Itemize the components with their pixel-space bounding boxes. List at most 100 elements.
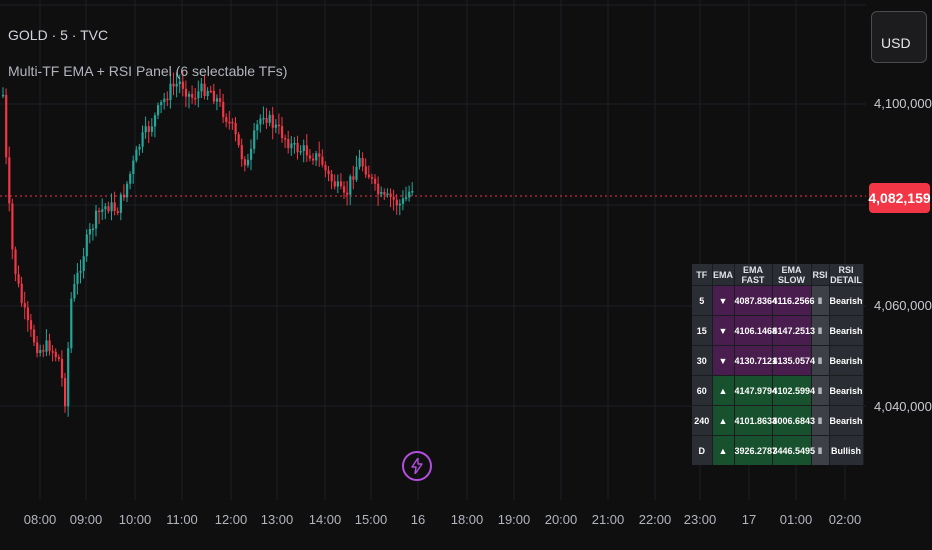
candle-body	[231, 121, 234, 124]
candle-body	[287, 138, 290, 149]
candle-body	[147, 126, 150, 132]
candle-body	[389, 193, 392, 197]
candle-body	[290, 143, 293, 149]
indicator-title[interactable]: Multi-TF EMA + RSI Panel (6 selectable T…	[8, 63, 288, 79]
candle-body	[82, 256, 85, 271]
candle-body	[104, 206, 107, 210]
candle-body	[308, 155, 312, 159]
candle-body	[150, 126, 153, 132]
panel-cell-ema-fast: 4130.7121	[734, 345, 777, 376]
candle-body	[364, 166, 367, 175]
candle-body	[175, 84, 178, 87]
candle-body	[129, 173, 132, 184]
candle-body	[296, 143, 299, 153]
candle-body	[141, 132, 144, 147]
panel-cell-tf: 30	[692, 345, 713, 376]
lightning-bolt-icon	[411, 458, 423, 474]
panel-cell-tf: 15	[692, 315, 713, 346]
panel-cell-rsi-detail: Bullish	[829, 435, 864, 465]
candle-body	[85, 234, 88, 257]
candle-body	[377, 183, 380, 195]
candle-body	[119, 194, 122, 213]
candle-body	[274, 124, 277, 128]
candle-body	[401, 198, 405, 204]
candle-body	[271, 114, 274, 128]
candle-body	[23, 303, 26, 308]
candle-body	[107, 206, 110, 212]
candle-body	[113, 202, 116, 212]
candle-body	[352, 176, 355, 180]
panel-row: 30 ▼ 4130.7121 4135.0574 ‖ Bearish	[692, 345, 864, 376]
candle-body	[246, 159, 250, 166]
candle-body	[219, 98, 222, 102]
time-axis-label: 14:00	[308, 512, 342, 527]
candle-body	[95, 210, 98, 229]
candle-body	[181, 81, 184, 89]
panel-row: D ▲ 3926.2787 3446.5495 ‖ Bullish	[692, 435, 864, 465]
time-axis-label: 16	[410, 512, 426, 527]
panel-row: 5 ▼ 4087.8364 4116.2566 ‖ Bearish	[692, 285, 864, 316]
candle-body	[299, 151, 302, 153]
candle-body	[243, 159, 246, 166]
panel-header-rsi-detail: RSI DETAIL	[829, 264, 864, 286]
candle-body	[20, 283, 23, 304]
candle-body	[200, 83, 203, 92]
candle-body	[11, 203, 14, 250]
candle-body	[33, 329, 36, 343]
candle-body	[349, 176, 352, 195]
time-axis-label: 02:00	[828, 512, 862, 527]
time-axis-label: 20:00	[544, 512, 578, 527]
candle-body	[302, 145, 305, 152]
candle-body	[26, 307, 29, 321]
candle-body	[191, 93, 194, 98]
candle-body	[169, 83, 172, 100]
candle-body	[79, 270, 82, 273]
panel-header-ema-fast: EMA FAST	[734, 264, 773, 286]
candle-body	[51, 351, 54, 353]
last-price-badge: 4,082,159	[868, 183, 931, 213]
panel-cell-tf: 60	[692, 375, 713, 406]
panel-cell-rsi-detail: Bearish	[829, 345, 864, 376]
candle-body	[64, 378, 67, 407]
candle-body	[262, 117, 265, 120]
panel-cell-ema-slow: 4147.2513	[772, 315, 815, 346]
price-axis-label: 4,100,000	[874, 96, 932, 111]
candle-body	[110, 202, 113, 212]
candle-body	[48, 340, 51, 352]
time-axis-label: 09:00	[69, 512, 103, 527]
candle-body	[222, 101, 225, 118]
candle-body	[321, 156, 324, 165]
panel-cell-tf: 5	[692, 285, 713, 316]
candle-body	[153, 115, 157, 127]
ema-rsi-panel: TF EMA EMA FAST EMA SLOW RSI RSI DETAIL …	[692, 264, 864, 465]
symbol-title[interactable]: GOLD · 5 · TVC	[8, 27, 109, 43]
candle-body	[284, 138, 287, 140]
time-axis-label: 10:00	[118, 512, 152, 527]
candle-body	[361, 157, 364, 167]
price-axis-label: 4,060,000	[874, 298, 932, 313]
panel-cell-ema: ▲	[712, 435, 735, 465]
panel-cell-ema-slow: 4116.2566	[772, 285, 815, 316]
candle-body	[355, 166, 358, 180]
candle-body	[240, 145, 243, 160]
candle-body	[73, 283, 76, 299]
currency-button[interactable]: USD	[871, 11, 927, 63]
candle-body	[405, 197, 408, 199]
panel-cell-rsi: ‖	[811, 375, 830, 406]
candle-body	[172, 83, 175, 87]
time-axis-label: 19:00	[497, 512, 531, 527]
candle-body	[234, 123, 237, 135]
panel-cell-ema-fast: 4106.1468	[734, 315, 777, 346]
candle-body	[197, 91, 200, 99]
time-axis-label: 13:00	[260, 512, 294, 527]
time-axis-label: 22:00	[638, 512, 672, 527]
panel-cell-rsi: ‖	[811, 345, 830, 376]
alert-button[interactable]	[402, 451, 432, 481]
candle-body	[8, 157, 11, 204]
panel-header-tf: TF	[692, 264, 713, 286]
candle-body	[256, 124, 259, 131]
panel-row: 240 ▲ 4101.8633 4006.6843 ‖ Bearish	[692, 405, 864, 436]
candle-body	[67, 348, 70, 407]
panel-cell-rsi-detail: Bearish	[829, 405, 864, 436]
candle-body	[250, 148, 253, 160]
